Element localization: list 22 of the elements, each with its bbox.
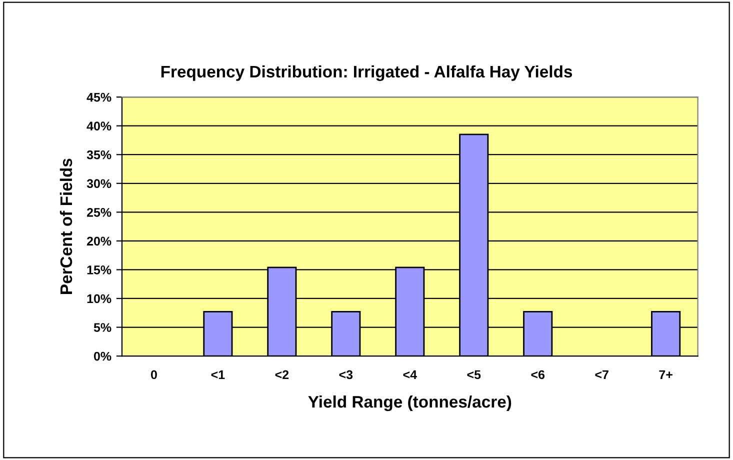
- y-tick-label: 10%: [87, 294, 112, 304]
- y-tick-label: 40%: [86, 122, 112, 130]
- y-tick-label: 35%: [86, 150, 112, 160]
- chart-title: Frequency Distribution: Irrigated - Alfalfa Hay Yields: [161, 65, 572, 81]
- x-tick-label: <1: [211, 370, 225, 379]
- x-tick-label: <2: [275, 370, 289, 379]
- x-axis-title: Yield Range (tonnes/acre): [308, 395, 512, 412]
- x-tick-label: 7+: [659, 370, 672, 379]
- x-tick-label: 0: [150, 370, 157, 380]
- y-tick-label: 5%: [94, 323, 112, 332]
- y-axis-title: PerCent of Fields: [60, 158, 72, 294]
- x-tick-label: <6: [531, 370, 545, 380]
- x-tick-label: <4: [403, 370, 417, 379]
- y-tick-label: 20%: [86, 236, 112, 246]
- y-tick-label: 15%: [87, 266, 112, 274]
- x-tick-label: <7: [595, 370, 608, 379]
- y-tick-label: 45%: [86, 92, 112, 102]
- y-tick-label: 30%: [86, 179, 112, 188]
- y-tick-label: 25%: [86, 208, 112, 217]
- y-tick-label: 0%: [94, 352, 112, 361]
- x-tick-label: <5: [467, 370, 481, 380]
- x-tick-label: <3: [339, 370, 353, 380]
